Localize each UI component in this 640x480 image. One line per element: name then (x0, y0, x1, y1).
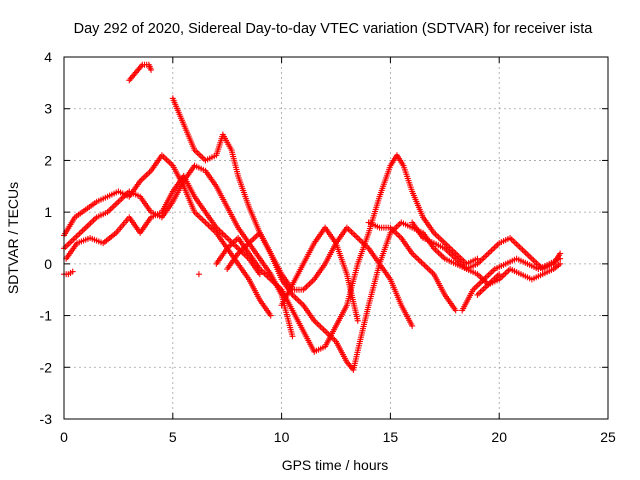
series-track-m (61, 268, 202, 278)
y-tick-label: 4 (44, 49, 52, 65)
series-track-g (224, 219, 503, 373)
y-tick-label: -1 (40, 308, 53, 324)
series-track-k (459, 255, 564, 314)
y-tick-label: 3 (44, 101, 52, 117)
x-tick-label: 10 (274, 429, 290, 445)
series-track-h (278, 224, 361, 324)
x-tick-label: 20 (491, 429, 507, 445)
axis-ticks: 0 5 10 15 20 25 -3 -2 -1 0 1 2 3 4 (40, 49, 616, 445)
y-tick-label: 0 (44, 256, 52, 272)
x-tick-label: 25 (600, 429, 616, 445)
y-tick-label: -2 (40, 359, 53, 375)
series-track-c (63, 172, 263, 278)
grid-lines (64, 57, 608, 419)
x-axis-label: GPS time / hours (282, 457, 389, 473)
y-tick-label: 2 (44, 152, 52, 168)
series-track-b (61, 162, 296, 340)
x-tick-label: 15 (383, 429, 399, 445)
y-axis-label: SDTVAR / TECUs (5, 182, 21, 294)
data-points (61, 61, 564, 373)
series-track-l (474, 260, 564, 298)
x-tick-label: 5 (169, 429, 177, 445)
series-track-i (365, 219, 459, 314)
series-track-d (126, 61, 155, 84)
x-tick-label: 0 (60, 429, 68, 445)
plot-frame (63, 56, 609, 420)
y-tick-label: -3 (40, 411, 53, 427)
y-tick-label: 1 (44, 204, 52, 220)
chart-title: Day 292 of 2020, Sidereal Day-to-day VTE… (74, 21, 594, 37)
